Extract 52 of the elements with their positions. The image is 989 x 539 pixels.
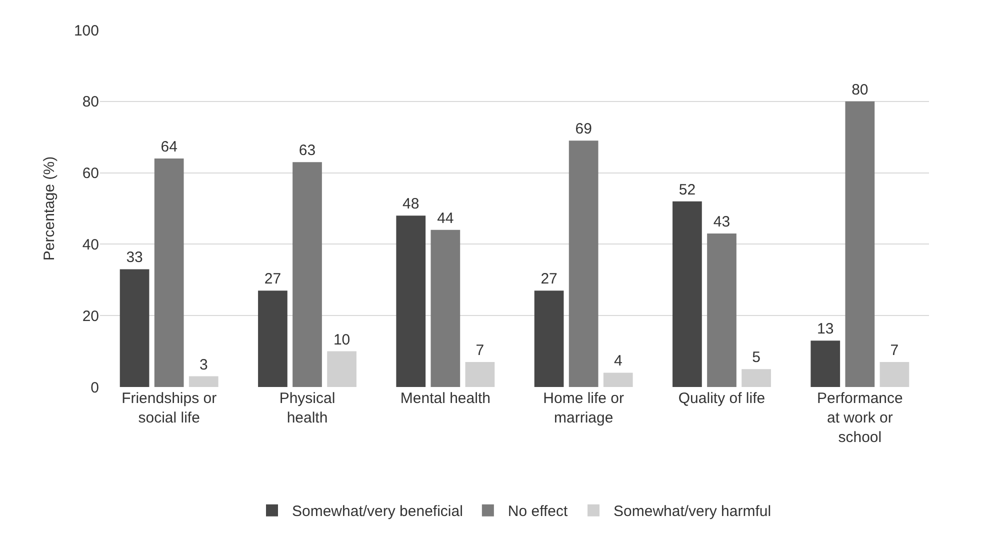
y-axis-title: Percentage (%) (41, 156, 58, 261)
bar (188, 376, 218, 387)
data-label: 33 (126, 249, 143, 266)
data-label: 27 (264, 270, 282, 288)
bar (154, 158, 184, 387)
data-label: 69 (575, 120, 592, 138)
data-label: 43 (713, 213, 730, 230)
data-label: 13 (817, 320, 834, 338)
data-label: 52 (678, 181, 696, 198)
bar (568, 140, 598, 387)
bar (845, 101, 875, 387)
data-label: 80 (852, 81, 868, 98)
bar (534, 290, 564, 387)
bar (396, 216, 426, 387)
legend-label: No effect (508, 503, 569, 520)
bar (430, 230, 460, 387)
bar (672, 201, 702, 387)
y-tick-label: 20 (82, 308, 99, 325)
data-label: 7 (476, 342, 484, 360)
data-label: 5 (752, 349, 760, 366)
bar (292, 162, 322, 387)
x-tick-label: Home life or marriage (543, 390, 624, 426)
legend-label: Somewhat/very beneficial (292, 503, 463, 520)
bar (327, 351, 356, 387)
bar (880, 362, 910, 387)
bar (120, 269, 150, 387)
bar (707, 233, 736, 387)
bar (742, 369, 771, 387)
y-tick-label: 40 (82, 236, 99, 254)
y-tick-label: 80 (82, 94, 99, 111)
data-label: 63 (298, 142, 316, 160)
data-label: 48 (402, 196, 420, 213)
y-tick-label: 0 (90, 379, 99, 396)
x-tick-label: Friendships or social life (122, 390, 217, 426)
data-label: 27 (540, 270, 558, 288)
data-label: 4 (614, 352, 622, 370)
bar (258, 290, 288, 387)
x-tick-label: Mental health (400, 390, 490, 407)
bar (810, 340, 840, 387)
data-label: 3 (199, 356, 208, 374)
x-tick-label: Quality of life (678, 390, 766, 407)
y-tick-label: 100 (74, 22, 99, 40)
bar (465, 362, 495, 387)
legend-label: Somewhat/very harmful (614, 503, 772, 520)
bar (603, 372, 633, 387)
data-label: 44 (437, 210, 454, 227)
data-label: 64 (160, 138, 178, 156)
data-label: 10 (333, 331, 350, 348)
data-label: 7 (890, 342, 899, 360)
x-tick-label: Performance at work or school (816, 390, 903, 446)
x-tick-label: Physical health (279, 390, 336, 426)
y-tick-label: 60 (82, 165, 99, 182)
